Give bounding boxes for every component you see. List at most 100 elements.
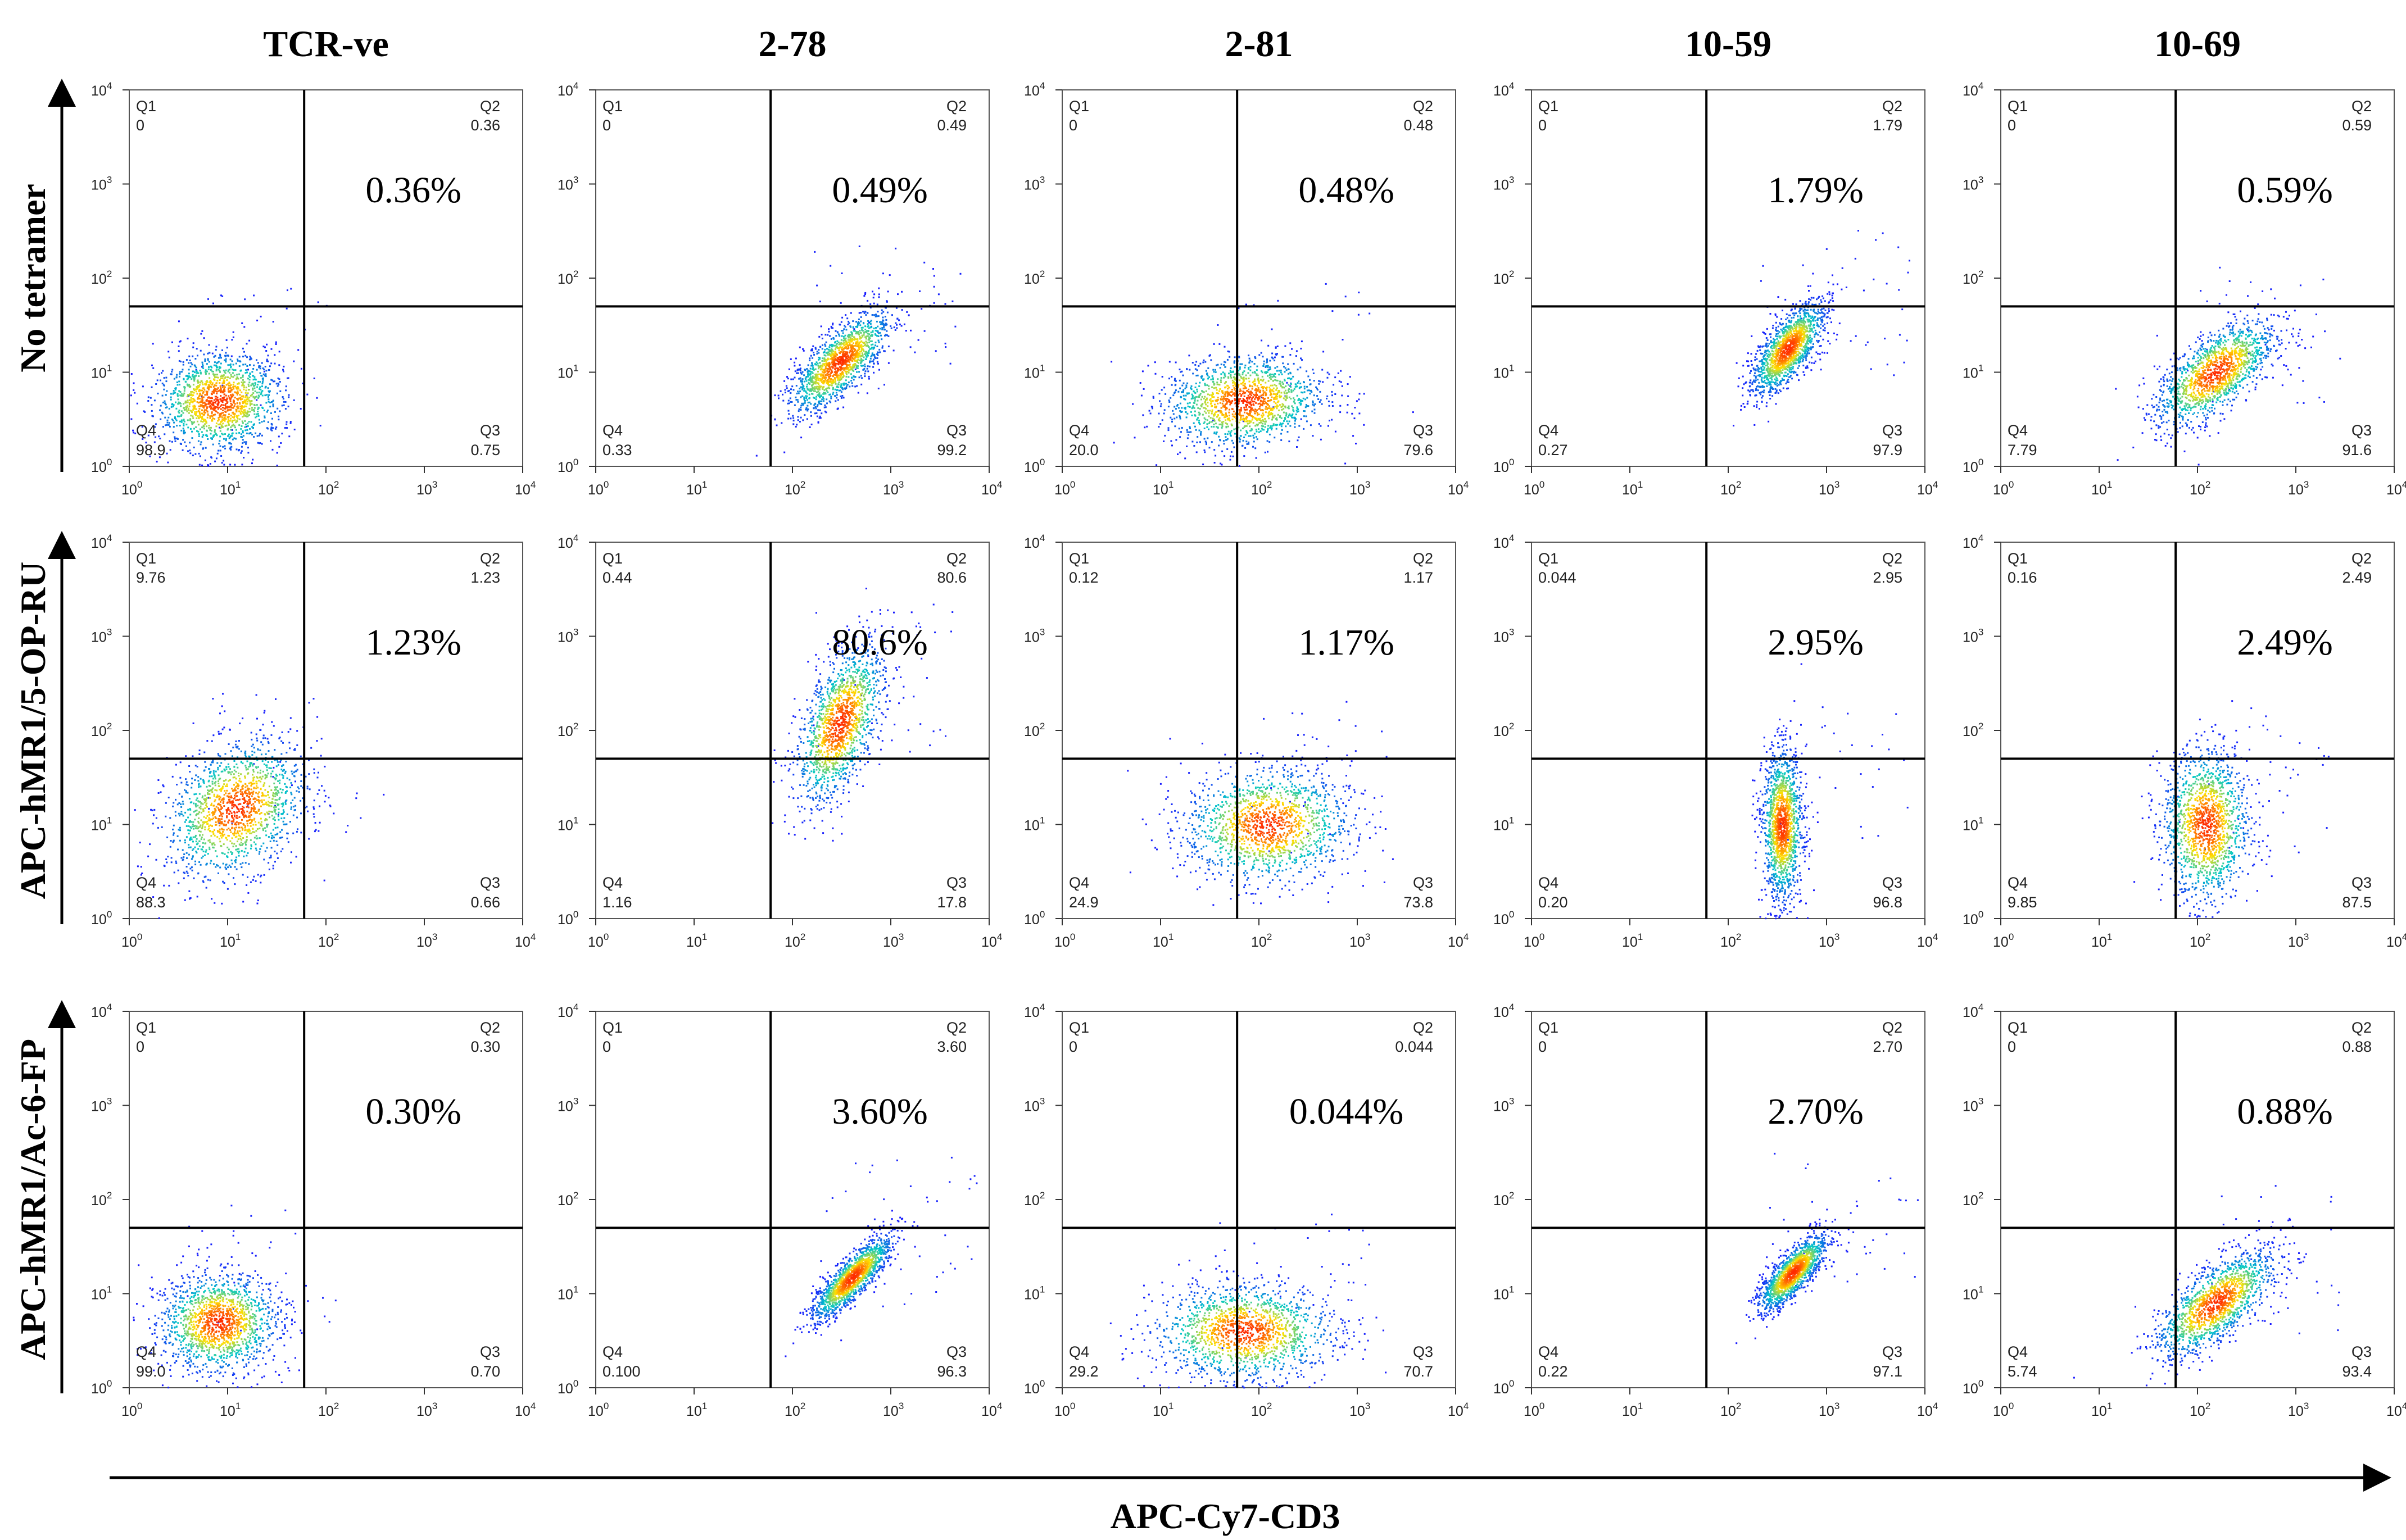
q3-value: 79.6	[1403, 442, 1433, 458]
event-dot-1216	[854, 355, 857, 357]
event-dot-204	[1801, 303, 1804, 305]
event-dot-1234	[1245, 416, 1248, 418]
event-dot-1337	[214, 414, 216, 416]
event-dot-1140	[233, 415, 235, 417]
event-dot-497	[1239, 366, 1241, 369]
event-dot-152	[210, 456, 212, 458]
event-dot-121	[168, 356, 170, 358]
q1-value: 0	[602, 117, 611, 134]
event-dot-740	[1221, 426, 1223, 429]
event-dot-837	[1270, 378, 1272, 380]
event-dot-1076	[1276, 404, 1278, 406]
event-dot-534	[1290, 378, 1293, 380]
event-dot-225	[1752, 367, 1755, 369]
event-dot-635	[1261, 370, 1263, 372]
event-dot-102	[1295, 350, 1298, 352]
event-dot-941	[201, 380, 203, 382]
event-dot-1408	[834, 359, 836, 361]
event-dot-1189	[826, 380, 828, 382]
event-dot-1486	[213, 406, 215, 408]
event-dot-162	[796, 369, 799, 371]
event-dot-720	[218, 369, 220, 371]
event-dot-882	[242, 381, 244, 384]
event-dot-856	[1200, 398, 1202, 401]
event-dot-1024	[860, 351, 862, 352]
event-dot-883	[186, 410, 188, 412]
event-dot-1312	[207, 388, 210, 390]
event-dot-1387	[222, 412, 224, 414]
y-tick-label: 104	[558, 80, 578, 99]
event-dot-936	[1218, 384, 1221, 386]
event-dot-175	[1827, 316, 1829, 318]
event-dot-766	[810, 380, 812, 383]
event-dot-231	[270, 427, 273, 429]
event-dot-470	[800, 396, 802, 398]
event-dot-1356	[830, 374, 832, 376]
event-dot-1297	[234, 391, 236, 393]
event-dot-1164	[194, 406, 196, 408]
event-dot-82	[1347, 404, 1349, 406]
event-dot-630	[1196, 388, 1198, 390]
event-dot-1132	[1271, 389, 1273, 392]
event-dot-12	[132, 429, 134, 431]
event-dot-1006	[1213, 414, 1215, 416]
event-dot-1045	[1209, 399, 1211, 401]
event-dot-258	[203, 353, 205, 356]
event-dot-411	[1253, 363, 1256, 365]
y-tick-label: 100	[91, 457, 112, 475]
event-dot-81	[1898, 334, 1901, 336]
event-dot-1065	[197, 387, 200, 389]
event-dot-107	[1764, 333, 1766, 335]
event-dot-670	[176, 394, 179, 396]
event-dot-560	[175, 389, 176, 391]
event-dot-722	[191, 378, 193, 380]
event-dot-544	[875, 327, 877, 329]
event-dot-796	[188, 384, 191, 386]
event-dot-1322	[1224, 395, 1226, 397]
event-dot-886	[184, 402, 187, 404]
event-dot-88	[1337, 372, 1339, 374]
event-dot-772	[256, 404, 258, 406]
event-dot-1526	[1247, 402, 1249, 404]
event-dot-44	[872, 297, 875, 299]
event-dot-493	[268, 398, 270, 401]
event-dot-618	[872, 343, 874, 346]
event-dot-799	[1264, 423, 1266, 425]
event-dot-106	[192, 342, 194, 344]
event-dot-682	[865, 355, 867, 357]
event-dot-291	[1173, 417, 1176, 420]
event-dot-1501	[223, 396, 225, 398]
event-dot-734	[869, 340, 872, 342]
event-dot-815	[1215, 423, 1217, 425]
event-dot-871	[231, 425, 233, 426]
event-dot-1202	[197, 410, 200, 412]
event-dot-1501	[836, 367, 838, 369]
event-dot-121	[1149, 412, 1152, 415]
event-dot-606	[180, 421, 183, 423]
event-dot-521	[198, 435, 200, 437]
event-dot-252	[1785, 383, 1787, 385]
event-dot-1338	[1254, 389, 1256, 392]
event-dot-1461	[223, 407, 225, 410]
event-dot-879	[861, 334, 863, 337]
event-dot-143	[790, 378, 792, 380]
event-dot-57	[937, 293, 940, 296]
event-dot-108	[1817, 353, 1819, 355]
event-dot-958	[1278, 409, 1280, 411]
event-dot-153	[896, 317, 899, 320]
event-dot-944	[246, 410, 248, 412]
event-dot-822	[189, 419, 192, 421]
event-dot-39	[1347, 383, 1349, 385]
event-dot-1498	[841, 356, 844, 358]
event-dot-203	[1173, 379, 1176, 381]
event-dot-404	[838, 333, 840, 335]
event-dot-267	[1785, 319, 1787, 320]
event-dot-95	[1296, 446, 1298, 448]
event-dot-296	[849, 385, 851, 388]
event-dot-1123	[193, 398, 194, 400]
event-dot-1167	[195, 408, 197, 410]
event-dot-702	[818, 393, 820, 396]
event-dot-72	[919, 290, 921, 292]
event-dot-1398	[1226, 398, 1229, 400]
event-dot-1102	[1211, 405, 1213, 407]
